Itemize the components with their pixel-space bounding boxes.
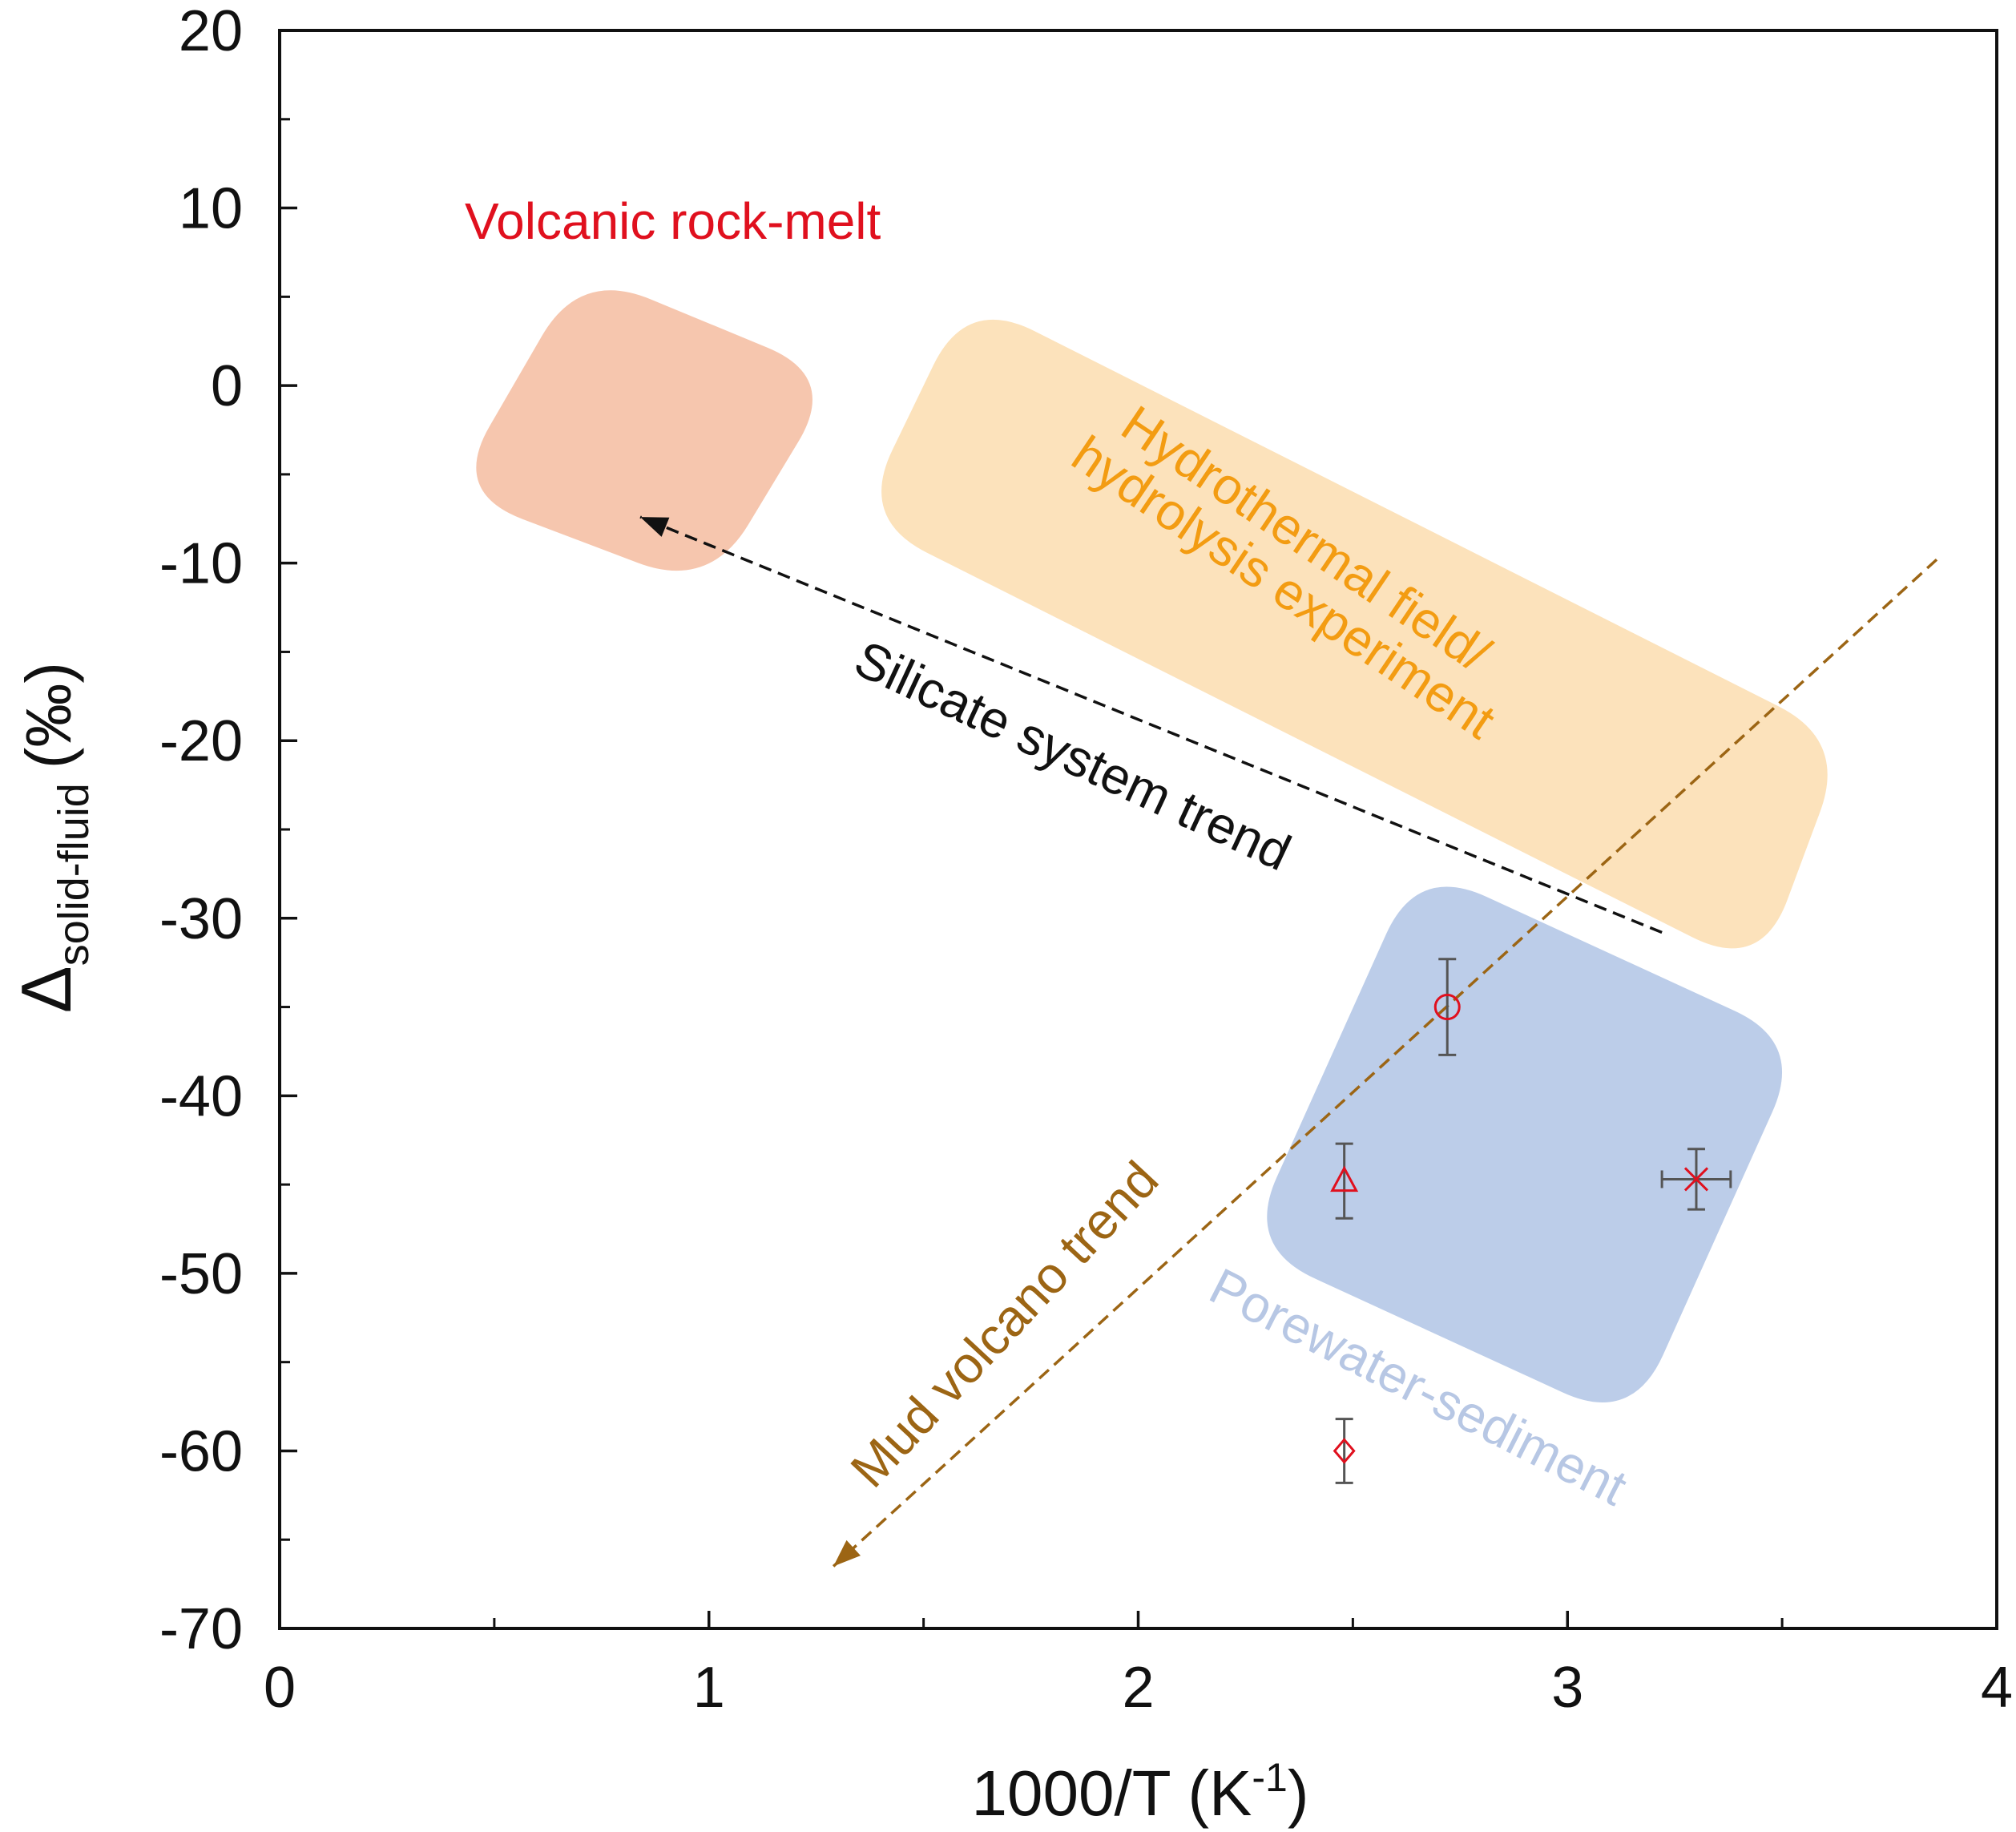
y-axis-title: Δsolid-fluid(‰) [6,662,98,1013]
triangle-marker [1330,1165,1359,1192]
diamond-marker [1333,1438,1356,1464]
points-layer [1330,958,1732,1484]
y-tick-label: -60 [159,1419,243,1483]
x-tick-label: 2 [1122,1656,1154,1720]
y-tick-label: 10 [179,177,243,241]
trends-layer [639,515,1938,1568]
y-tick-label: -20 [159,709,243,773]
data-point-diamond-0 [1333,1418,1356,1484]
y-tick-label: 0 [211,354,243,418]
y-tick-label: 20 [179,0,243,63]
volcanic-rock-melt-label: Volcanic rock-melt [465,192,881,250]
mud-volcano-trend-line [832,558,1938,1568]
x-tick-label: 4 [1981,1656,2013,1720]
x-tick-label: 1 [693,1656,725,1720]
data-point-triangle-0 [1330,1142,1359,1220]
ticks-layer: 0 1 2 3 4 20 10 0 -10 -20 -30 -40 -50 -60 -70 [159,0,2013,1720]
mud-volcano-trend-arrowhead [833,1539,861,1567]
porewater-sediment-region [1267,886,1783,1402]
circle-marker [1433,994,1461,1021]
x-marker-stroke-b [1683,1167,1709,1192]
data-point-circle-0 [1433,958,1461,1056]
hydrothermal-field-region [881,319,1828,949]
data-point-x-0 [1660,1148,1732,1211]
y-tick-label: -30 [159,887,243,951]
regions-layer [476,290,1828,1402]
volcanic-rock-melt-region [476,290,812,571]
y-tick-label: -70 [159,1597,243,1661]
mud-volcano-trend-label: Mud volcano trend [840,1150,1170,1498]
y-tick-label: -10 [159,532,243,596]
silicate-system-trend-line [639,515,1663,934]
x-tick-label: 0 [264,1656,296,1720]
x-axis-title: 1000/T (K-1) [972,1755,1309,1829]
y-tick-label: -40 [159,1064,243,1128]
x-tick-label: 3 [1551,1656,1583,1720]
y-tick-label: -50 [159,1242,243,1306]
silicate-system-trend-arrowhead [640,517,670,537]
